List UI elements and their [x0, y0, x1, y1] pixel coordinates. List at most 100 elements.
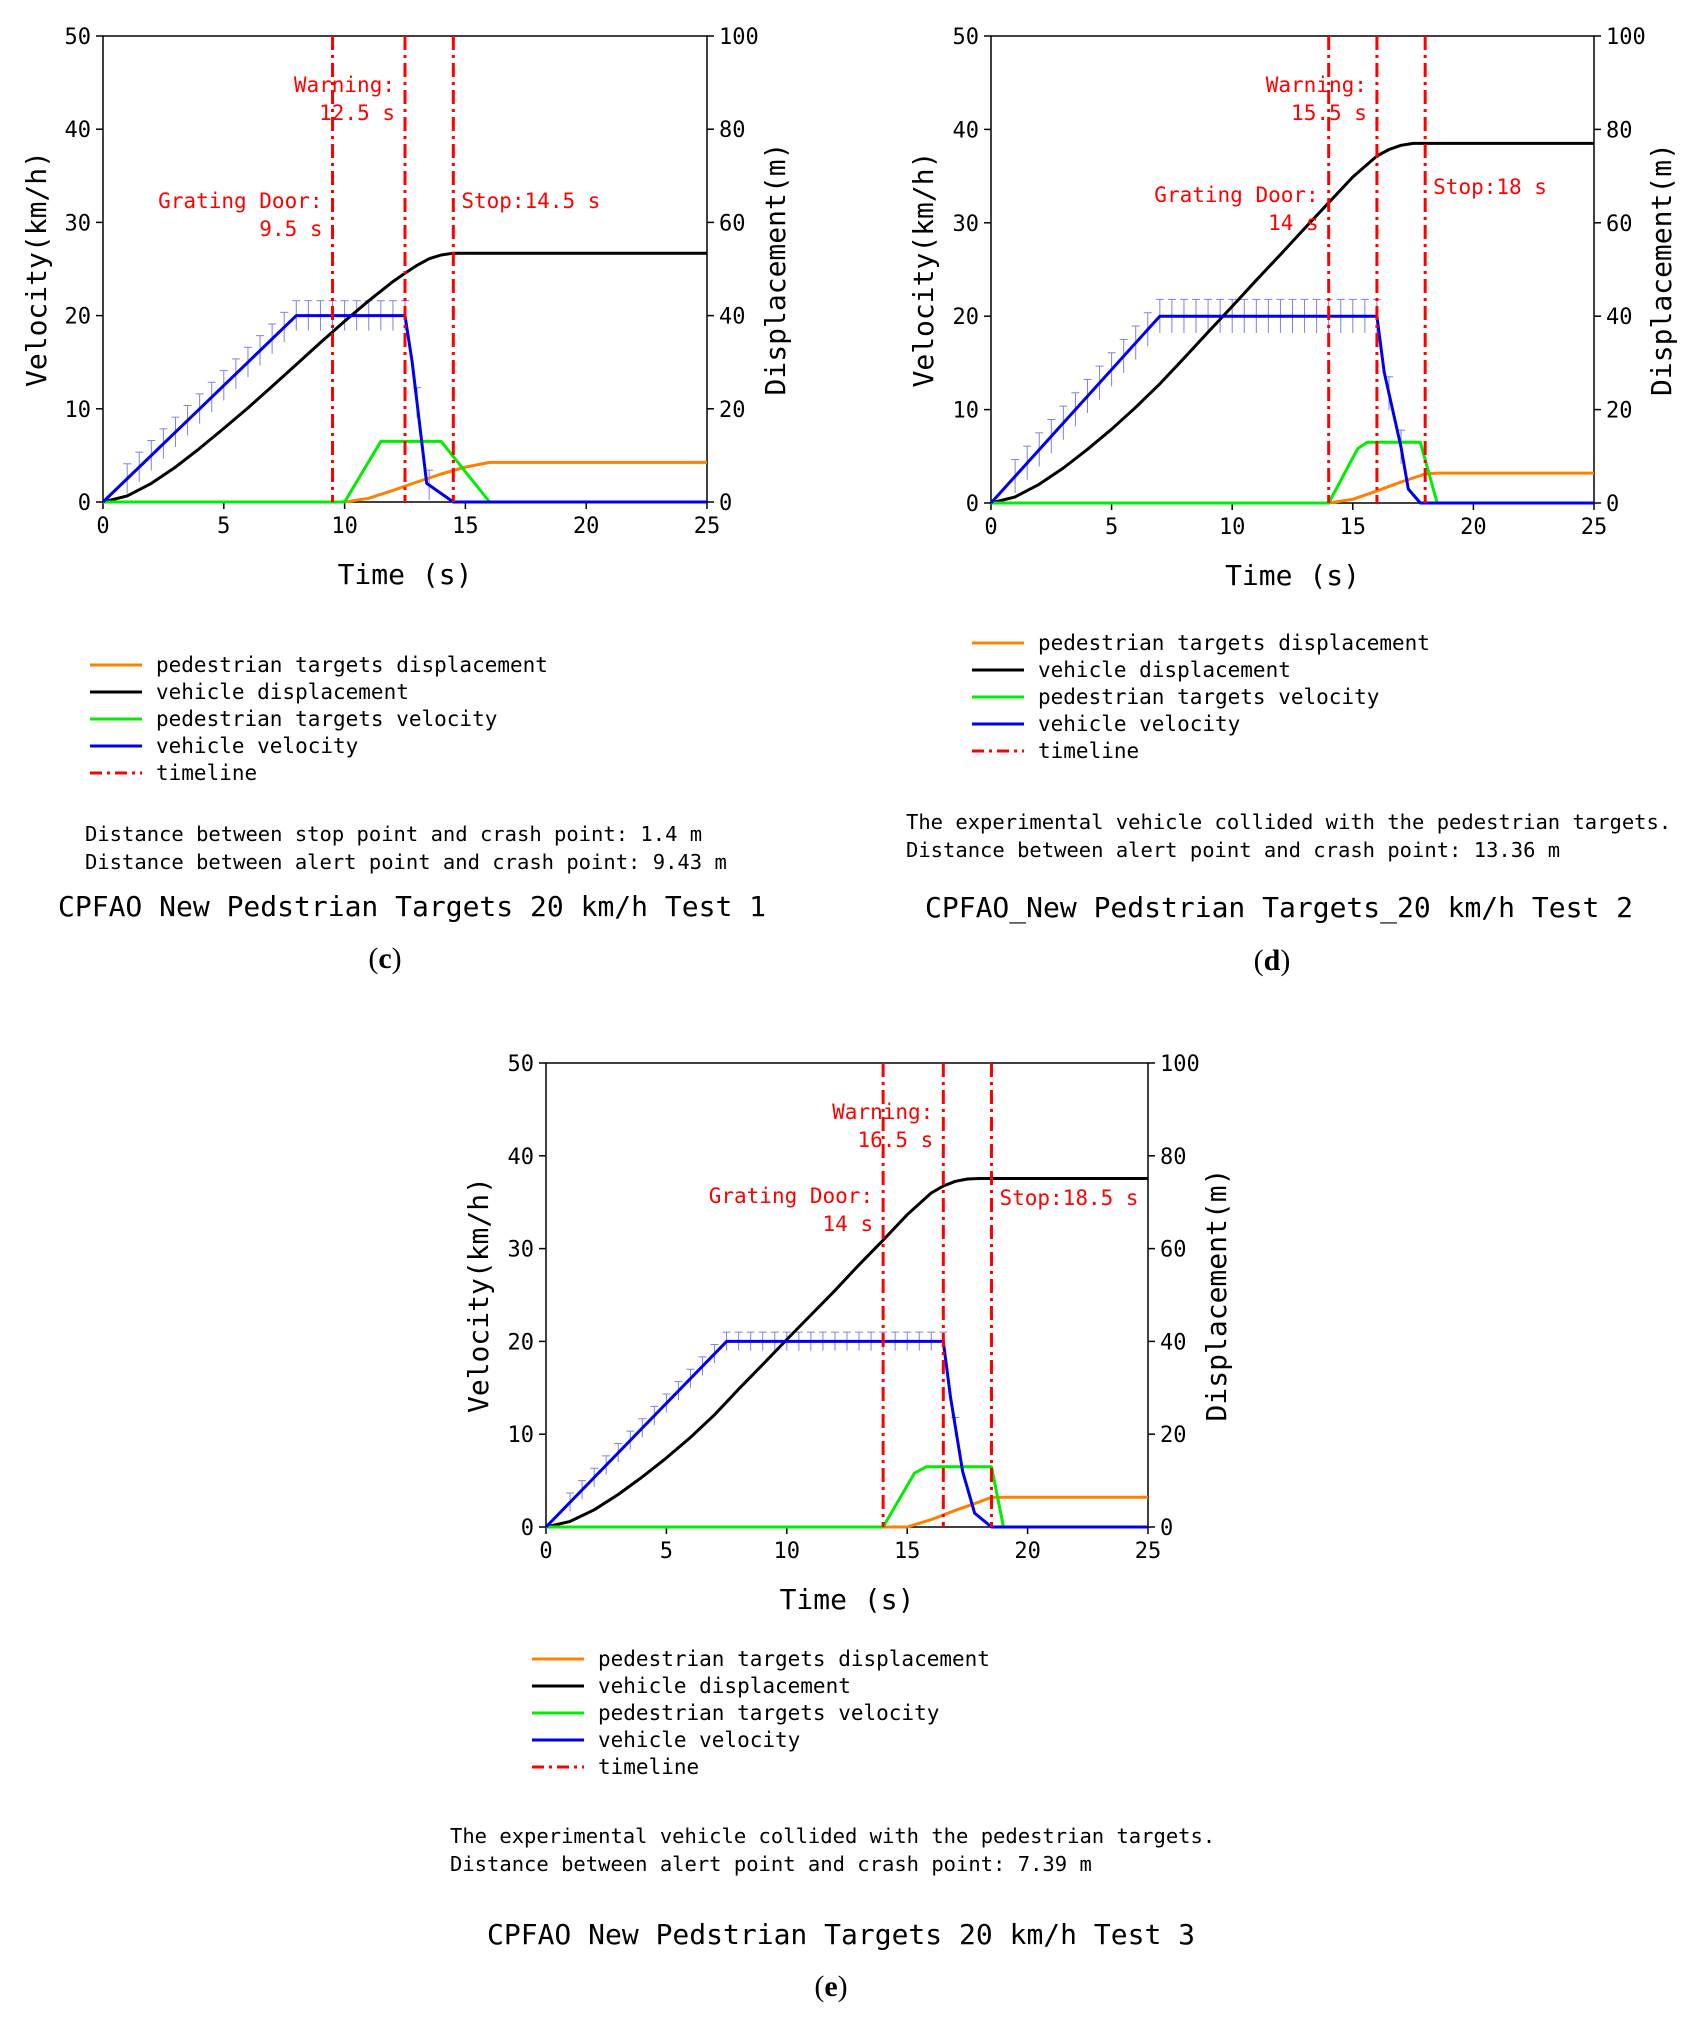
y-axis-title: Velocity(km/h) — [462, 1177, 495, 1413]
annotation-label: 14 s — [823, 1212, 874, 1236]
x-tick-label: 5 — [217, 514, 230, 539]
x-axis-title: Time (s) — [1225, 559, 1360, 592]
y-tick-label: 20 — [508, 1330, 535, 1355]
legend-label: timeline — [156, 761, 257, 785]
x-tick-label: 20 — [1014, 1539, 1041, 1564]
legend-label: timeline — [598, 1755, 699, 1779]
vehicle-displacement-line — [545, 1177, 1148, 1529]
legend-label: pedestrian targets displacement — [598, 1647, 990, 1671]
note-d-1: The experimental vehicle collided with t… — [906, 810, 1672, 834]
panel-d: 0 5 10 15 20 25 0 10 20 30 40 50 0 20 40 60 80 100 Time (s… — [0, 0, 1706, 1000]
plot-frame — [545, 1062, 1149, 1528]
annotation-label: Warning: — [1266, 73, 1367, 97]
y2-tick-label: 0 — [1606, 492, 1619, 517]
x-tick-label: 5 — [660, 1539, 673, 1564]
x-tick-label: 25 — [694, 514, 721, 539]
vehicle-displacement-line — [990, 141, 1594, 505]
legend-label: pedestrian targets velocity — [156, 707, 497, 731]
x-axis-title: Time (s) — [338, 558, 473, 591]
annotation-label: Grating Door: — [709, 1184, 873, 1208]
panel-label-e: (e) — [814, 1970, 848, 2003]
note-c-2: Distance between alert point and crash p… — [85, 850, 727, 874]
annotation-label: 15.5 s — [1291, 101, 1367, 125]
y2-tick-label: 40 — [719, 305, 746, 330]
title-c: CPFAO New Pedstrian Targets 20 km/h Test… — [58, 890, 767, 923]
y2-tick-label: 80 — [1160, 1145, 1187, 1170]
y-tick-label: 0 — [78, 491, 91, 516]
x-tick-label: 25 — [1581, 515, 1608, 540]
annotation-label: Stop:14.5 s — [461, 189, 600, 213]
y2-axis-title: Displacement(m) — [1200, 1169, 1233, 1422]
y-tick-label: 30 — [953, 212, 980, 237]
y2-tick-label: 60 — [719, 211, 746, 236]
y-tick-label: 20 — [65, 305, 92, 330]
y-tick-label: 10 — [65, 398, 92, 423]
annotation-label: Stop:18 s — [1433, 175, 1547, 199]
legend-label: pedestrian targets velocity — [598, 1701, 939, 1725]
note-e-1: The experimental vehicle collided with t… — [450, 1824, 1216, 1848]
x-tick-label: 10 — [331, 514, 358, 539]
legend-label: vehicle velocity — [598, 1728, 800, 1752]
annotation-label: 12.5 s — [319, 101, 395, 125]
x-axis-title: Time (s) — [780, 1583, 915, 1616]
y2-tick-label: 20 — [1606, 399, 1633, 424]
panel-label-d: (d) — [1253, 944, 1291, 977]
legend-label: pedestrian targets displacement — [156, 653, 548, 677]
x-tick-label: 10 — [1219, 515, 1246, 540]
y-tick-label: 20 — [953, 305, 980, 330]
y-tick-label: 50 — [953, 25, 980, 50]
legend-label: vehicle displacement — [156, 680, 409, 704]
y2-tick-label: 80 — [1606, 118, 1633, 143]
y-tick-label: 30 — [65, 211, 92, 236]
legend-label: timeline — [1038, 739, 1139, 763]
legend-label: vehicle displacement — [598, 1674, 851, 1698]
title-d: CPFAO_New Pedstrian Targets_20 km/h Test… — [925, 891, 1634, 924]
y-tick-label: 40 — [508, 1145, 535, 1170]
y-tick-label: 50 — [65, 25, 92, 50]
x-tick-label: 15 — [894, 1539, 921, 1564]
y2-tick-label: 40 — [1160, 1330, 1187, 1355]
y2-tick-label: 40 — [1606, 305, 1633, 330]
x-tick-label: 0 — [984, 515, 997, 540]
y-tick-label: 10 — [953, 399, 980, 424]
y-tick-label: 0 — [966, 492, 979, 517]
annotation-label: Grating Door: — [1154, 183, 1318, 207]
y2-axis-title: Displacement(m) — [759, 143, 792, 396]
y-axis-title: Velocity(km/h) — [907, 151, 940, 387]
note-d-2: Distance between alert point and crash p… — [906, 838, 1561, 862]
annotation-label: Stop:18.5 s — [999, 1186, 1138, 1210]
y-axis-title: Velocity(km/h) — [20, 151, 53, 387]
y2-tick-label: 60 — [1160, 1238, 1187, 1263]
y2-tick-label: 100 — [1606, 25, 1646, 50]
x-tick-label: 15 — [452, 514, 479, 539]
y-tick-label: 50 — [508, 1052, 535, 1077]
legend-label: vehicle velocity — [156, 734, 358, 758]
y2-tick-label: 20 — [719, 398, 746, 423]
y2-tick-label: 80 — [719, 118, 746, 143]
y2-tick-label: 0 — [719, 491, 732, 516]
y2-tick-label: 60 — [1606, 212, 1633, 237]
annotation-label: Warning: — [832, 1100, 933, 1124]
panel-c: 0 5 10 15 20 25 0 10 20 30 40 50 0 20 40 60 80 100 Time (s… — [0, 0, 853, 1000]
y2-tick-label: 0 — [1160, 1516, 1173, 1541]
annotation-label: 9.5 s — [259, 217, 322, 241]
pedestrian-displacement-line — [991, 471, 1594, 505]
x-tick-label: 5 — [1105, 515, 1118, 540]
vehicle-velocity-line — [544, 1339, 1148, 1529]
x-tick-label: 0 — [96, 514, 109, 539]
y-tick-label: 40 — [65, 118, 92, 143]
note-e-2: Distance between alert point and crash p… — [450, 1852, 1092, 1876]
title-e: CPFAO New Pedstrian Targets 20 km/h Test… — [487, 1918, 1196, 1951]
y-tick-label: 10 — [508, 1423, 535, 1448]
panel-label-c: (c) — [368, 942, 402, 975]
y2-tick-label: 100 — [1160, 1052, 1200, 1077]
vehicle-displacement-line — [102, 251, 707, 504]
annotation-label: Grating Door: — [158, 189, 322, 213]
legend-label: pedestrian targets velocity — [1038, 685, 1379, 709]
legend-label: pedestrian targets displacement — [1038, 631, 1430, 655]
annotation-label: 16.5 s — [857, 1128, 933, 1152]
x-tick-label: 0 — [539, 1539, 552, 1564]
